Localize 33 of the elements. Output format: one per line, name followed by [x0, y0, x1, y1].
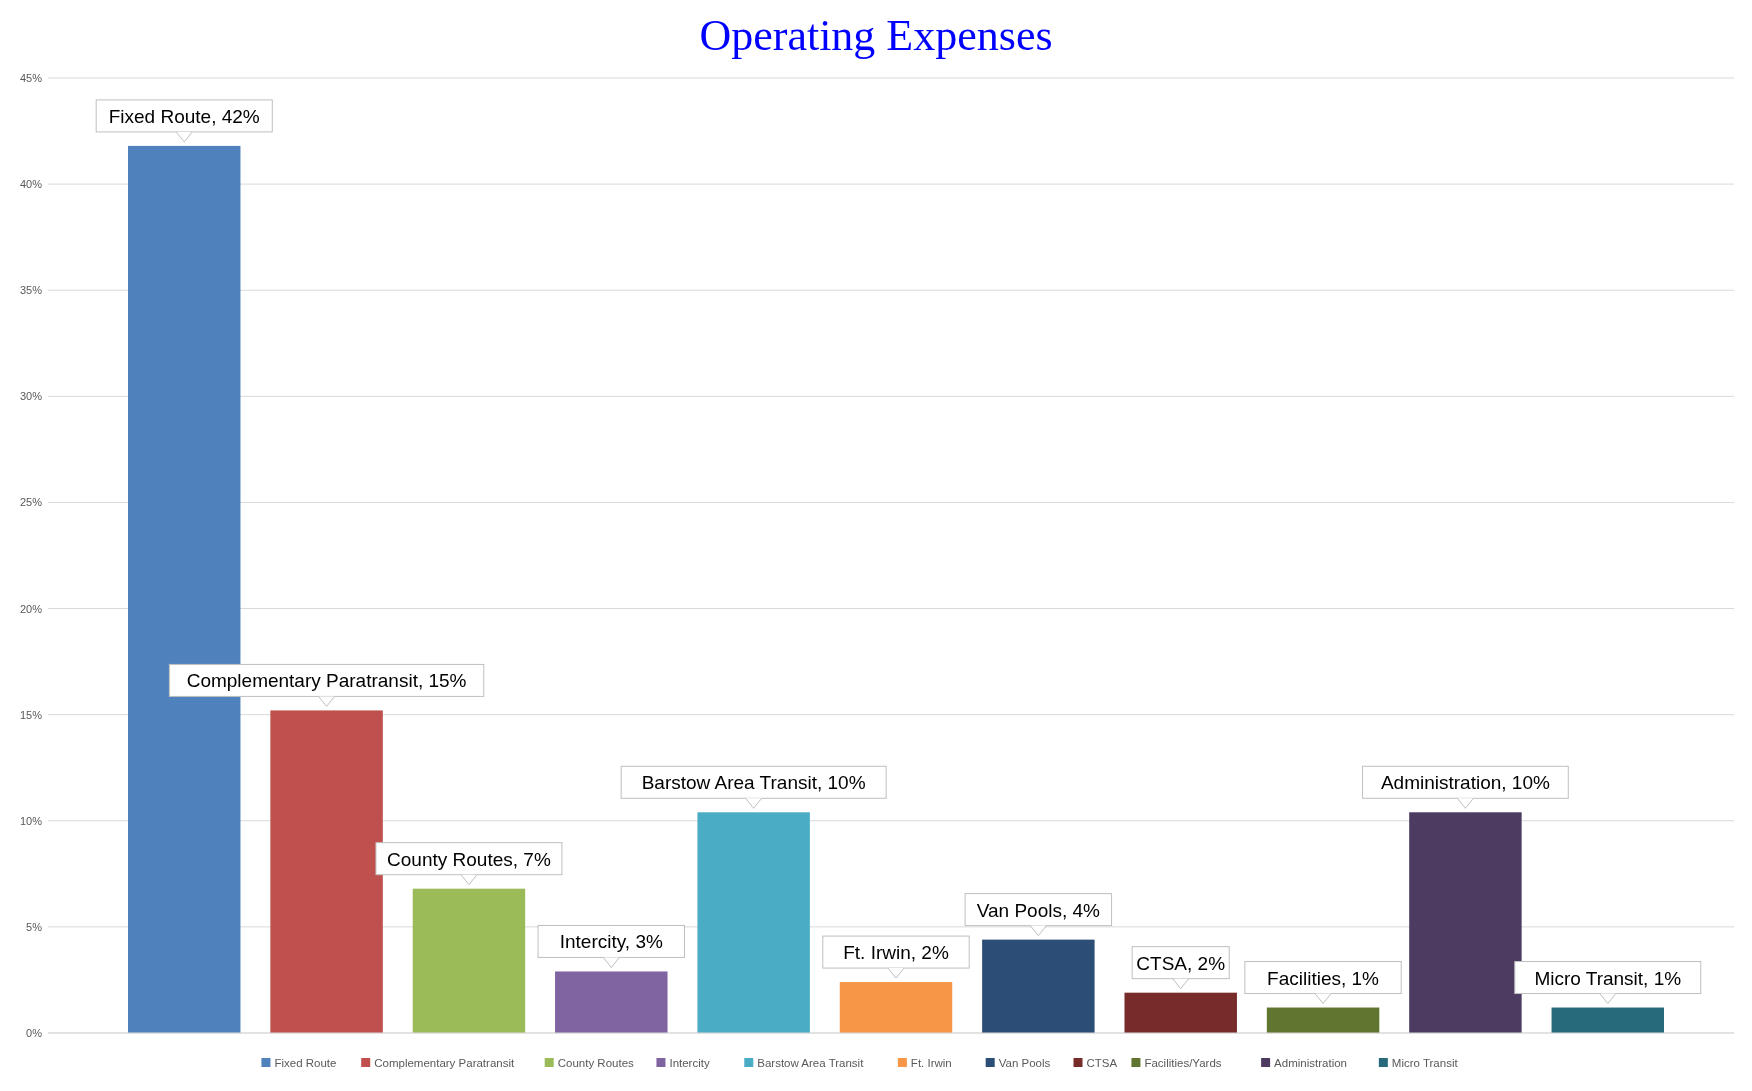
legend-label: Micro Transit — [1391, 1057, 1459, 1069]
legend-label: County Routes — [557, 1057, 635, 1069]
legend-label: Barstow Area Transit — [757, 1057, 865, 1069]
y-tick-label: 45% — [19, 72, 43, 84]
legend-label: Fixed Route — [274, 1057, 337, 1069]
legend-label: Administration — [1274, 1057, 1347, 1069]
y-tick-label: 5% — [26, 920, 43, 933]
legend-label: Van Pools — [998, 1057, 1051, 1069]
data-label: Facilities, 1% — [1267, 967, 1380, 989]
data-label: County Routes, 7% — [387, 848, 551, 870]
legend-label: Facilities/Yards — [1144, 1057, 1222, 1069]
data-label: Barstow Area Transit, 10% — [641, 772, 866, 794]
y-tick-label: 10% — [19, 814, 43, 827]
data-label: Fixed Route, 42% — [108, 105, 260, 127]
y-tick-label: 40% — [19, 178, 43, 191]
y-tick-label: 20% — [19, 602, 43, 615]
data-label: Micro Transit, 1% — [1534, 967, 1682, 989]
data-label: Intercity, 3% — [559, 931, 663, 953]
data-label: Ft. Irwin, 2% — [843, 942, 949, 964]
chart-title: Operating Expenses — [699, 11, 1053, 60]
legend-label: Complementary Paratransit — [374, 1057, 515, 1069]
y-tick-label: 30% — [19, 390, 43, 403]
legend-label: Ft. Irwin — [910, 1057, 952, 1069]
y-tick-label: 0% — [26, 1027, 43, 1039]
y-tick-label: 15% — [19, 708, 43, 721]
legend-label: Intercity — [669, 1057, 710, 1069]
legend-label: CTSA — [1086, 1057, 1118, 1069]
data-label: Van Pools, 4% — [976, 899, 1101, 921]
data-label: Complementary Paratransit, 15% — [186, 670, 467, 692]
data-label: CTSA, 2% — [1136, 952, 1226, 974]
y-tick-label: 35% — [19, 284, 43, 297]
y-tick-label: 25% — [19, 496, 43, 509]
data-label: Administration, 10% — [1380, 772, 1551, 794]
